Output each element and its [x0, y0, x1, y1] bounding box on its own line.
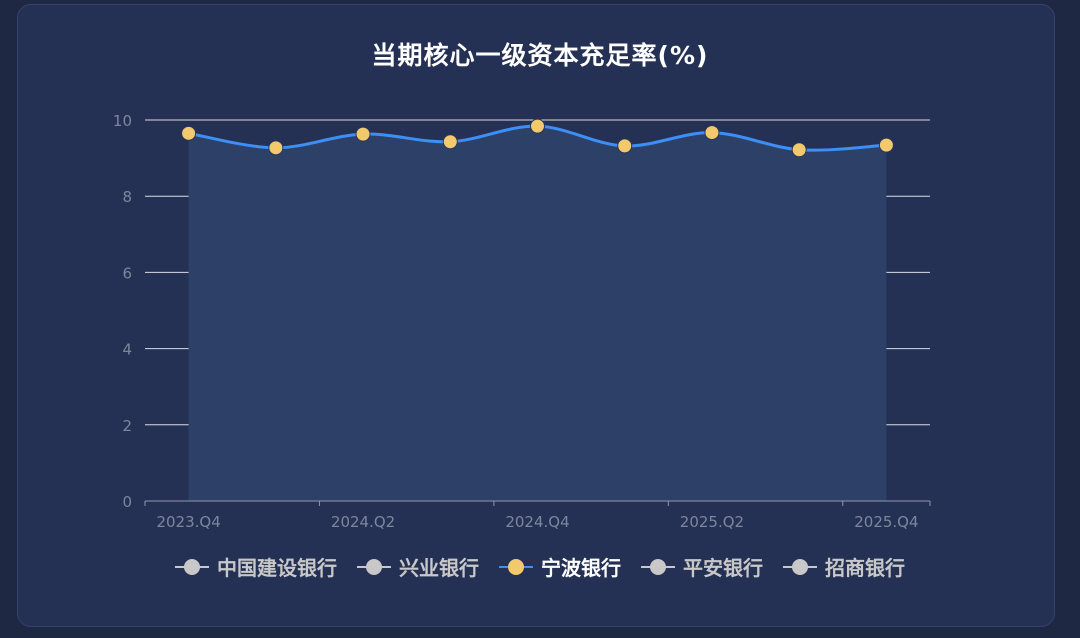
data-point: [355, 126, 371, 142]
data-point: [268, 140, 284, 156]
data-point: [791, 142, 807, 158]
legend-marker-icon: [357, 558, 391, 576]
legend-label: 平安银行: [683, 556, 763, 580]
legend-marker-icon: [175, 558, 209, 576]
legend-marker-icon: [783, 558, 817, 576]
legend-label: 中国建设银行: [217, 556, 337, 580]
legend-marker-icon: [499, 558, 533, 576]
legend-item[interactable]: 中国建设银行: [175, 552, 337, 581]
x-tick-label: 2025.Q4: [854, 513, 918, 531]
legend-item[interactable]: 平安银行: [641, 552, 763, 581]
legend-marker-icon: [641, 558, 675, 576]
data-point: [530, 118, 545, 134]
data-point: [878, 137, 894, 153]
y-tick-label: 2: [122, 417, 132, 435]
x-tick-label: 2023.Q4: [156, 513, 220, 531]
y-tick-label: 8: [122, 188, 132, 206]
x-tick-label: 2024.Q4: [505, 513, 569, 531]
y-tick-label: 10: [113, 112, 132, 130]
legend-item[interactable]: 兴业银行: [357, 552, 479, 581]
legend-label: 兴业银行: [399, 556, 479, 580]
legend-item[interactable]: 招商银行: [783, 552, 905, 581]
legend-item[interactable]: 宁波银行: [499, 552, 621, 581]
y-tick-label: 0: [122, 493, 132, 511]
chart-title: 当期核心一级资本充足率(%): [371, 41, 709, 70]
chart-legend: 中国建设银行 兴业银行 宁波银行 平安银行 招商银行: [0, 552, 1080, 581]
x-tick-label: 2025.Q2: [680, 513, 744, 531]
data-point: [704, 125, 720, 141]
data-point: [442, 134, 458, 150]
y-tick-label: 6: [122, 264, 132, 282]
series-area: [188, 126, 887, 501]
data-point: [617, 138, 633, 154]
legend-label: 招商银行: [825, 556, 905, 580]
legend-label: 宁波银行: [541, 556, 621, 580]
y-tick-label: 4: [122, 341, 132, 359]
x-tick-label: 2024.Q2: [331, 513, 395, 531]
data-point: [181, 125, 197, 141]
